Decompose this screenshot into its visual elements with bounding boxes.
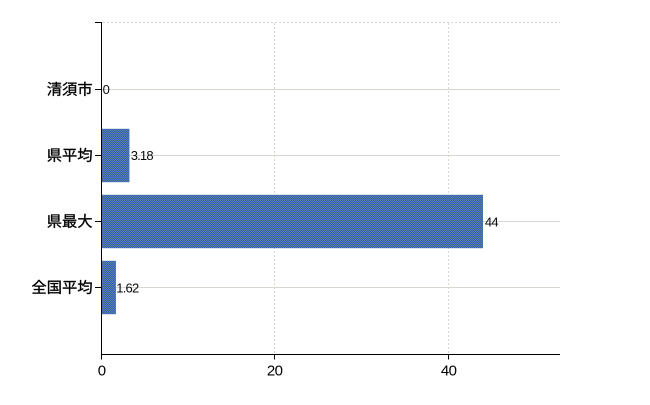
svg-text:20: 20 [267, 363, 283, 380]
svg-text:44: 44 [485, 215, 498, 230]
svg-text:3.18: 3.18 [131, 148, 154, 163]
svg-text:0: 0 [103, 82, 110, 97]
svg-text:1.62: 1.62 [116, 281, 139, 296]
svg-text:0: 0 [98, 363, 106, 380]
svg-text:40: 40 [441, 363, 457, 380]
